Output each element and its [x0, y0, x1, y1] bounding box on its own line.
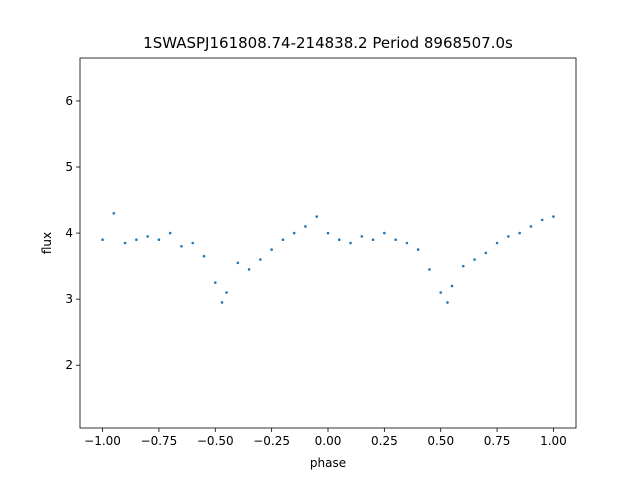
- data-point: [394, 238, 397, 241]
- chart-title: 1SWASPJ161808.74-214838.2 Period 8968507…: [143, 34, 513, 52]
- data-point: [101, 238, 104, 241]
- data-point: [337, 238, 341, 241]
- data-point: [168, 231, 172, 235]
- data-point: [213, 281, 217, 284]
- data-point: [315, 215, 319, 218]
- data-point: [180, 245, 183, 248]
- y-axis-ticks: 2 3 4 5 6: [65, 94, 80, 372]
- data-point: [529, 225, 533, 228]
- data-point: [247, 268, 251, 271]
- data-point: [270, 248, 273, 251]
- data-point: [292, 231, 296, 235]
- data-point: [416, 248, 420, 251]
- y-tick-label: 3: [65, 292, 73, 306]
- x-tick-label: 1.00: [540, 434, 567, 448]
- data-point: [304, 225, 307, 228]
- data-point: [349, 241, 352, 245]
- y-tick-label: 4: [65, 226, 73, 240]
- data-point: [518, 231, 521, 235]
- data-point: [360, 235, 364, 238]
- data-point: [259, 258, 262, 261]
- data-point: [225, 291, 228, 294]
- data-point: [202, 254, 206, 258]
- x-tick-label: −1.00: [84, 434, 121, 448]
- data-point: [112, 211, 116, 215]
- data-point: [446, 301, 449, 304]
- y-axis-label: flux: [40, 232, 54, 254]
- x-tick-label: 0.75: [484, 434, 511, 448]
- data-point: [461, 264, 465, 268]
- x-tick-label: 0.00: [315, 434, 342, 448]
- x-tick-label: −0.25: [253, 434, 290, 448]
- data-point: [383, 231, 386, 235]
- data-point: [495, 241, 499, 245]
- data-point: [236, 261, 240, 265]
- data-point: [439, 291, 443, 294]
- data-point: [405, 241, 409, 245]
- data-point: [157, 238, 161, 241]
- data-point: [371, 238, 375, 241]
- data-point: [540, 218, 544, 222]
- data-point: [135, 238, 138, 241]
- x-tick-label: −0.50: [197, 434, 234, 448]
- data-point: [450, 284, 454, 288]
- data-point: [428, 268, 431, 271]
- data-point: [484, 251, 488, 255]
- x-tick-label: −0.75: [141, 434, 178, 448]
- y-tick-label: 6: [65, 94, 73, 108]
- y-tick-label: 5: [65, 160, 73, 174]
- x-tick-label: 0.25: [371, 434, 398, 448]
- x-tick-label: 0.50: [427, 434, 454, 448]
- data-point: [220, 301, 224, 304]
- data-point: [326, 231, 330, 235]
- data-point: [123, 241, 127, 245]
- data-point: [552, 215, 555, 218]
- data-points: [101, 211, 555, 304]
- data-point: [507, 235, 510, 238]
- data-point: [146, 235, 149, 238]
- x-axis-label: phase: [310, 456, 346, 470]
- x-axis-ticks: −1.00 −0.75 −0.50 −0.25 0.00 0.25 0.50 0.75 1.00: [84, 428, 567, 448]
- data-point: [473, 258, 476, 261]
- data-point: [191, 241, 195, 245]
- data-point: [281, 238, 285, 241]
- y-tick-label: 2: [65, 358, 73, 372]
